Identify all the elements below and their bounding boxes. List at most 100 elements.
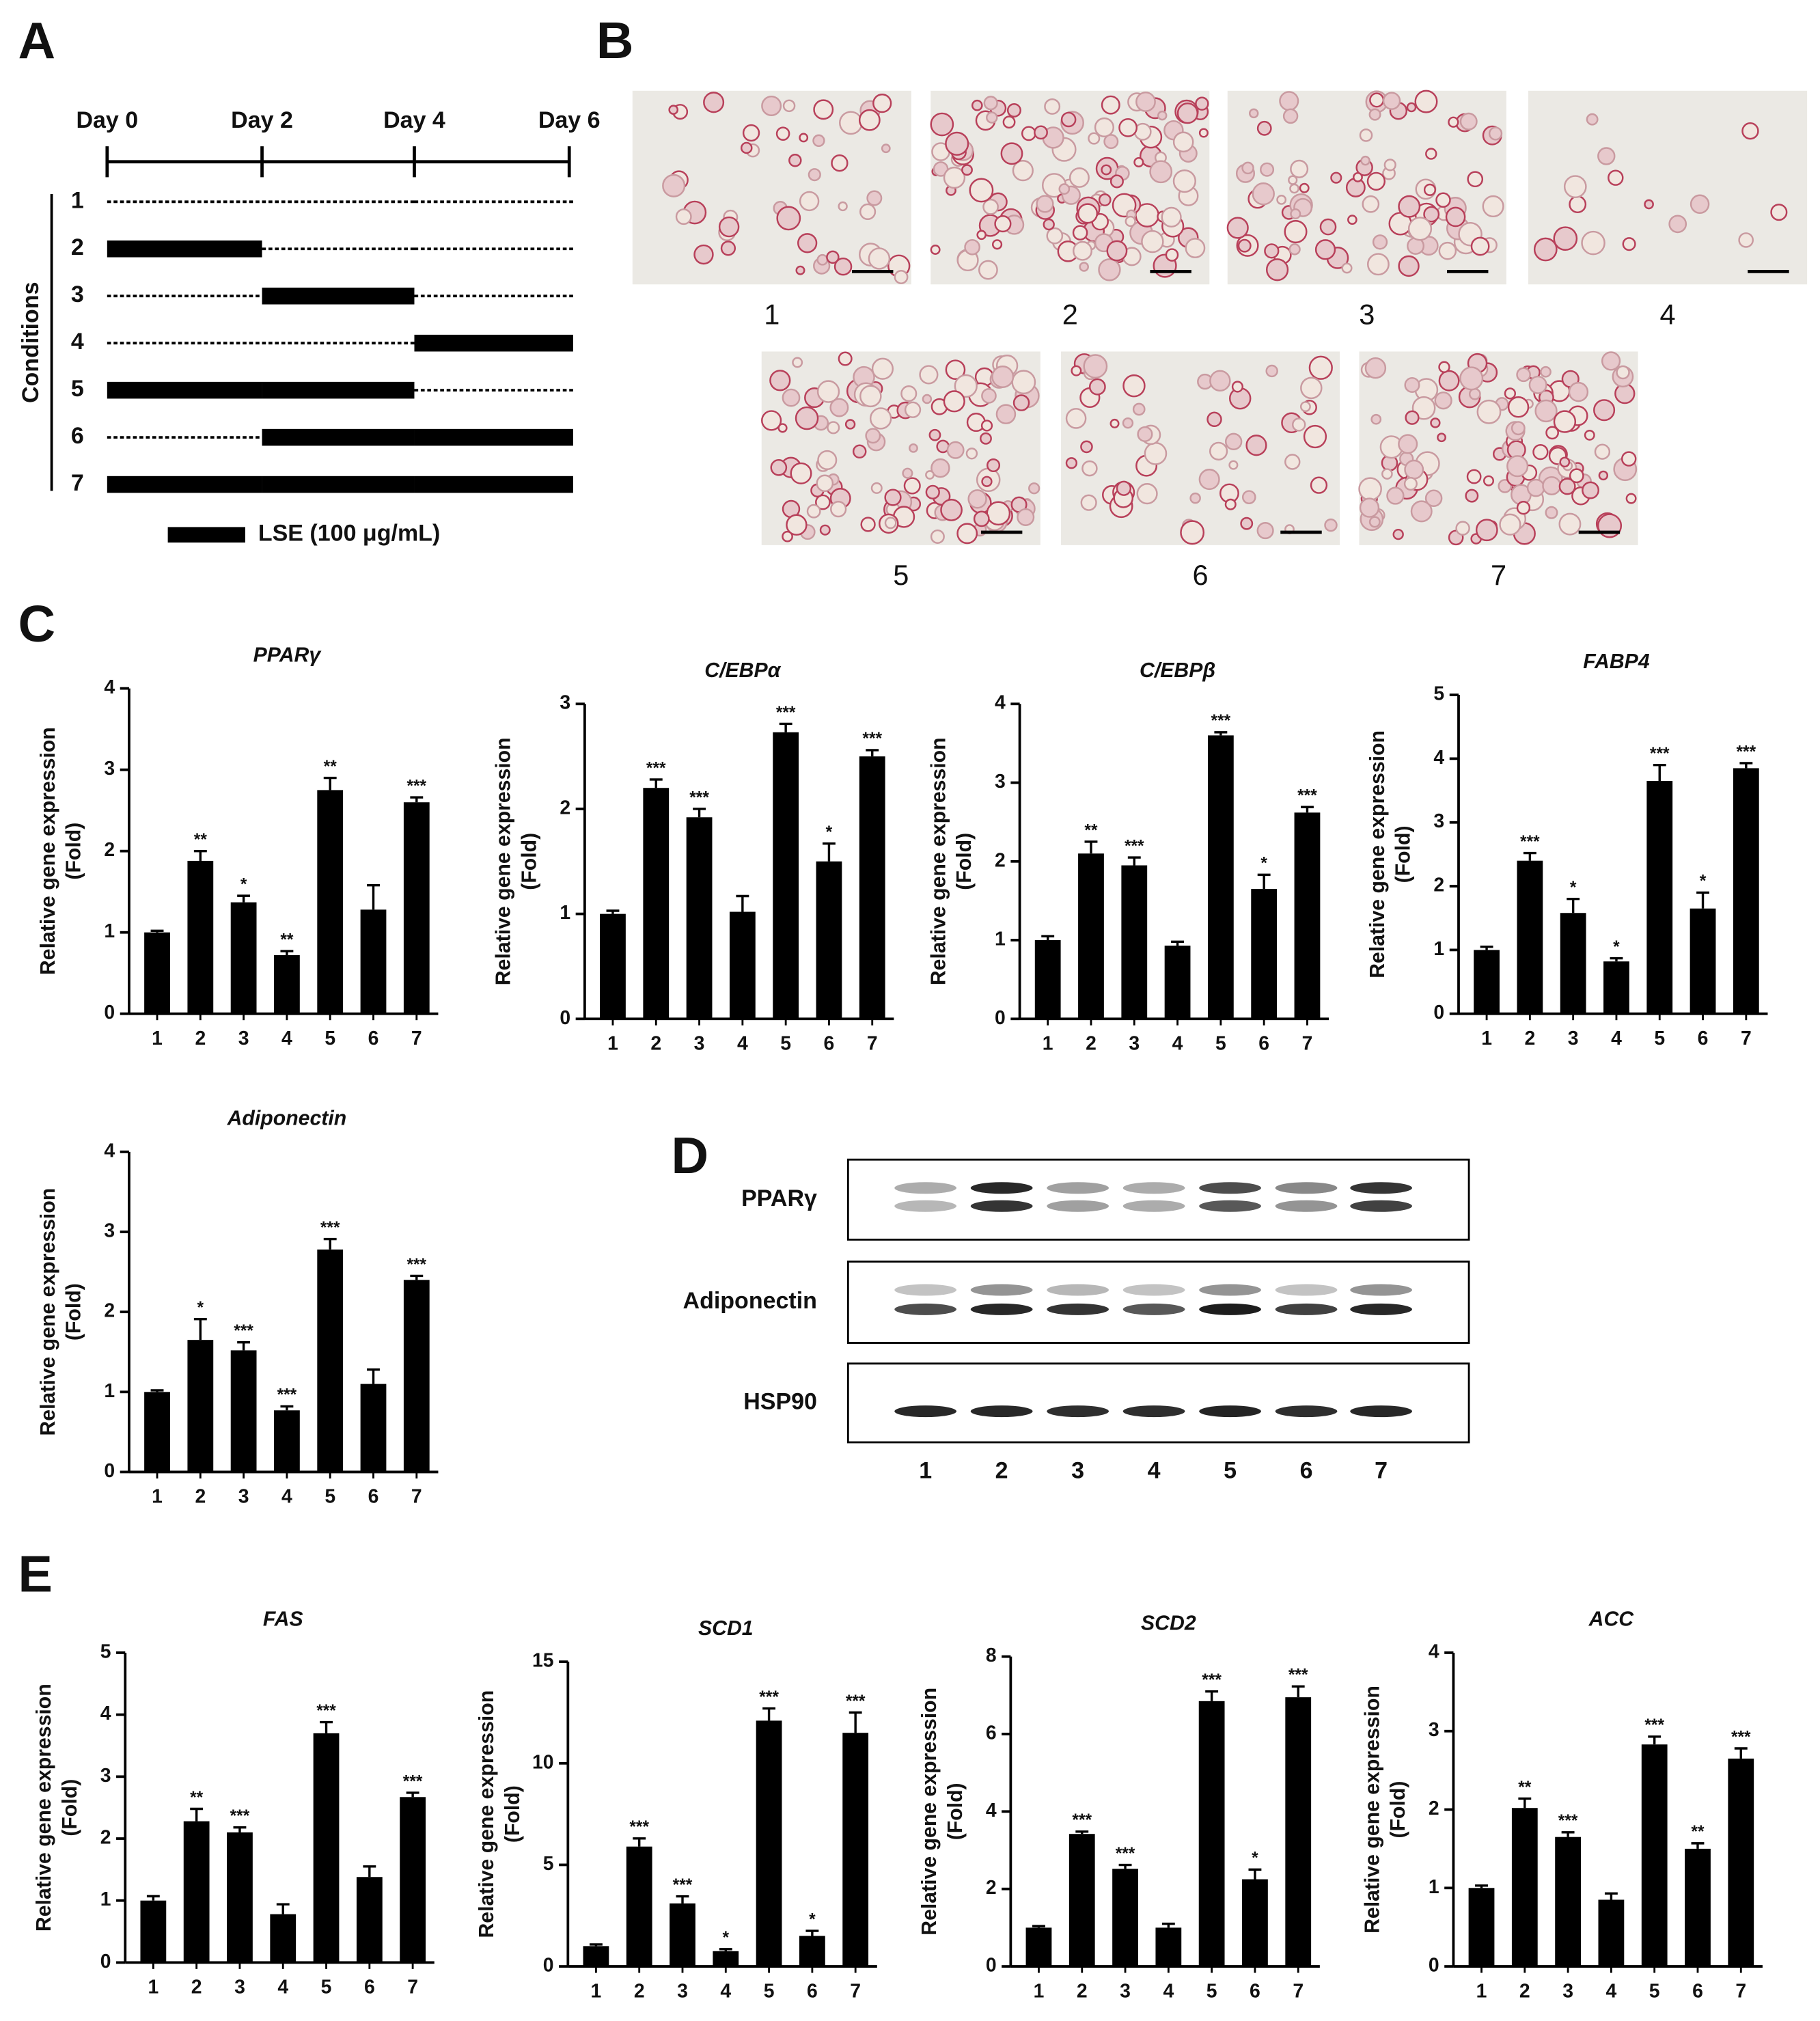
- blot-frame: [846, 1362, 1470, 1444]
- legend-label: LSE (100 μg/mL): [258, 521, 440, 547]
- treatment-bar: [262, 381, 415, 399]
- bar: [313, 1733, 340, 1963]
- cell: [1455, 521, 1470, 536]
- blot-band: [1122, 1303, 1185, 1315]
- cell: [844, 419, 856, 430]
- cell: [1545, 426, 1559, 440]
- cell: [919, 365, 939, 385]
- x-tick-label: 7: [1302, 1033, 1313, 1055]
- x-tick-label: 7: [411, 1486, 422, 1508]
- y-tick-label: 1: [560, 902, 570, 924]
- significance-label: *: [240, 875, 247, 894]
- cell: [1582, 481, 1599, 499]
- cell: [1043, 218, 1055, 231]
- significance-label: ***: [862, 730, 882, 748]
- cell: [1240, 517, 1254, 530]
- panel-label: E: [18, 1545, 52, 1603]
- cell: [1241, 490, 1256, 505]
- cell: [1228, 460, 1239, 470]
- cell: [782, 530, 793, 542]
- blot-band: [894, 1182, 957, 1194]
- cell: [928, 428, 941, 441]
- cell: [1198, 469, 1220, 491]
- cell: [1088, 378, 1106, 396]
- y-axis-label: Relative gene expression: [33, 1683, 55, 1931]
- x-tick-label: 1: [152, 1486, 163, 1508]
- x-tick-label: 2: [1519, 1980, 1530, 2002]
- cell: [1506, 455, 1529, 478]
- significance-label: ***: [403, 1772, 423, 1791]
- cell: [1060, 111, 1077, 128]
- cell: [904, 401, 922, 418]
- cell: [1341, 262, 1353, 274]
- y-tick-label: 2: [104, 1300, 115, 1322]
- cell: [1498, 479, 1513, 493]
- cell: [930, 245, 941, 255]
- cell: [770, 458, 788, 476]
- bar: [842, 1733, 869, 1967]
- cell: [1080, 440, 1093, 454]
- bar: [183, 1821, 210, 1963]
- cell: [761, 410, 782, 431]
- bar: [583, 1946, 609, 1967]
- blot-band: [1122, 1182, 1185, 1194]
- treatment-bar: [414, 476, 573, 493]
- significance-label: **: [1691, 1823, 1705, 1841]
- y-tick-label: 4: [1429, 1640, 1439, 1662]
- significance-label: **: [194, 831, 208, 849]
- cell: [1256, 521, 1274, 540]
- bar: [356, 1877, 383, 1963]
- significance-label: **: [1084, 821, 1098, 840]
- y-tick-label: 0: [543, 1955, 554, 1977]
- cell: [831, 154, 849, 172]
- cell: [1021, 126, 1036, 141]
- cell: [930, 529, 945, 544]
- x-tick-label: 1: [1043, 1033, 1053, 1055]
- cell: [1065, 457, 1078, 469]
- y-tick-label: 0: [1433, 1002, 1444, 1023]
- x-tick-label: 1: [1476, 1980, 1487, 2002]
- cell: [1101, 95, 1120, 115]
- cell: [777, 423, 788, 433]
- significance-label: ***: [406, 777, 426, 795]
- cell: [865, 428, 881, 444]
- cell: [982, 198, 999, 215]
- bar: [1068, 1834, 1095, 1967]
- significance-label: ***: [316, 1702, 336, 1720]
- x-tick-label: 6: [368, 1486, 379, 1508]
- chart-title: ACC: [1588, 1608, 1635, 1631]
- blot-band: [1350, 1284, 1412, 1296]
- cell: [1622, 237, 1636, 251]
- cell: [1144, 442, 1168, 465]
- bar: [1164, 946, 1191, 1019]
- cell: [1448, 116, 1459, 128]
- x-tick-label: 2: [1077, 1980, 1088, 2002]
- cell: [1073, 240, 1092, 261]
- cell: [1608, 169, 1624, 186]
- cell: [1044, 98, 1061, 115]
- cell: [1625, 493, 1637, 504]
- bar: [799, 1936, 825, 1967]
- cell: [903, 477, 921, 495]
- cell: [782, 99, 796, 113]
- significance-label: *: [826, 823, 833, 842]
- bar: [360, 909, 387, 1014]
- bar: [1155, 1927, 1182, 1967]
- cell: [1545, 506, 1558, 519]
- cell: [1366, 171, 1386, 191]
- cell: [1083, 354, 1108, 379]
- cell: [1372, 234, 1388, 250]
- cell: [1414, 90, 1438, 113]
- x-tick-label: 5: [1215, 1033, 1226, 1055]
- significance-label: *: [1613, 938, 1620, 957]
- significance-label: ***: [1125, 837, 1144, 855]
- cell: [1559, 456, 1571, 468]
- chart-title: Adiponectin: [227, 1108, 347, 1130]
- bar: [1646, 781, 1673, 1014]
- cell: [1279, 91, 1299, 111]
- significance-label: ***: [230, 1807, 250, 1826]
- cell: [1581, 230, 1605, 256]
- bar: [270, 1914, 297, 1963]
- panel-label: A: [18, 12, 55, 70]
- significance-label: ***: [1520, 833, 1540, 851]
